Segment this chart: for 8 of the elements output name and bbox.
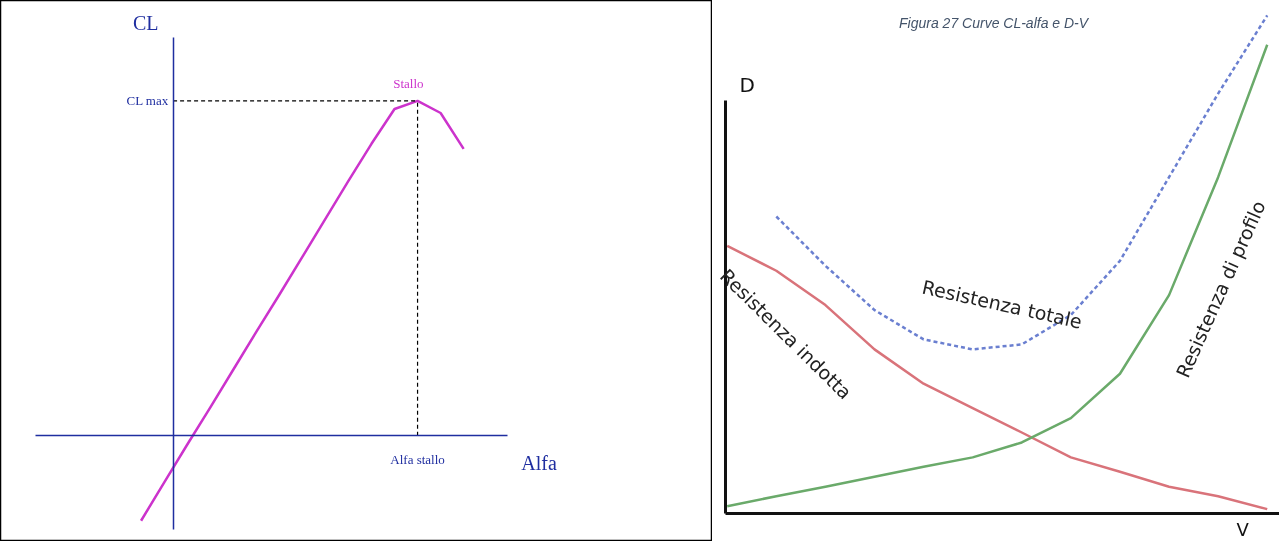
chart-title: Figura 27 Curve CL-alfa e D-V [899, 14, 1090, 31]
y-axis-title: CL [132, 11, 159, 34]
x-axis-title: V [1236, 519, 1250, 541]
annotation: Alfa stallo [390, 452, 445, 468]
y-axis-title: D [739, 73, 755, 98]
annotation: Stallo [393, 75, 424, 91]
x-axis-title: Alfa [521, 452, 557, 475]
annotation: CL max [126, 93, 169, 109]
